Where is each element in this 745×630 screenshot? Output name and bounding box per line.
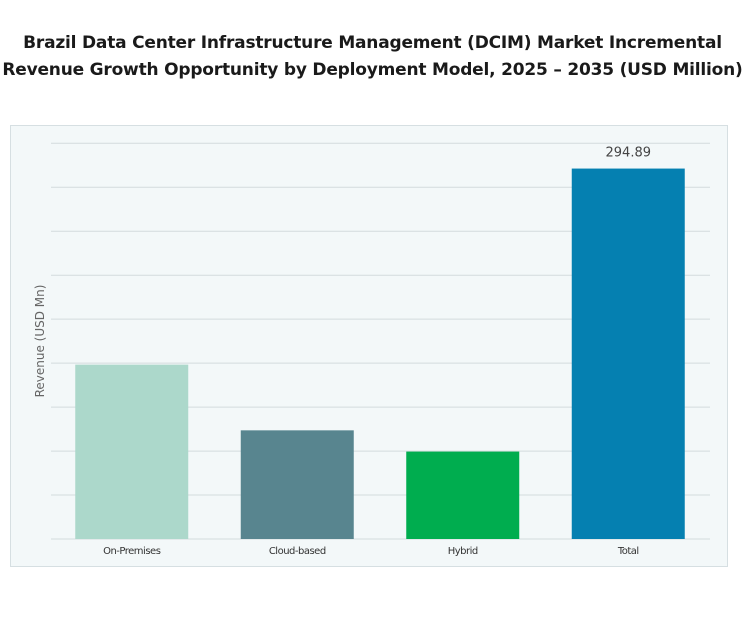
labels: On-Premises Cloud-based Hybrid Total 294.89 — [103, 146, 651, 557]
bar-cloud-based — [240, 430, 354, 539]
chart-title: Brazil Data Center Infrastructure Manage… — [2, 33, 743, 80]
bar-on-premises — [75, 364, 189, 539]
bar-hybrid — [406, 451, 520, 539]
bar-total — [571, 168, 685, 539]
x-tick-label: Hybrid — [448, 546, 478, 557]
y-axis-label: Revenue (USD Mn) — [33, 285, 47, 398]
x-tick-label: On-Premises — [103, 546, 161, 557]
bars — [75, 168, 685, 539]
x-tick-label: Total — [617, 546, 639, 557]
data-label: 294.89 — [606, 146, 652, 161]
x-tick-label: Cloud-based — [269, 546, 326, 557]
